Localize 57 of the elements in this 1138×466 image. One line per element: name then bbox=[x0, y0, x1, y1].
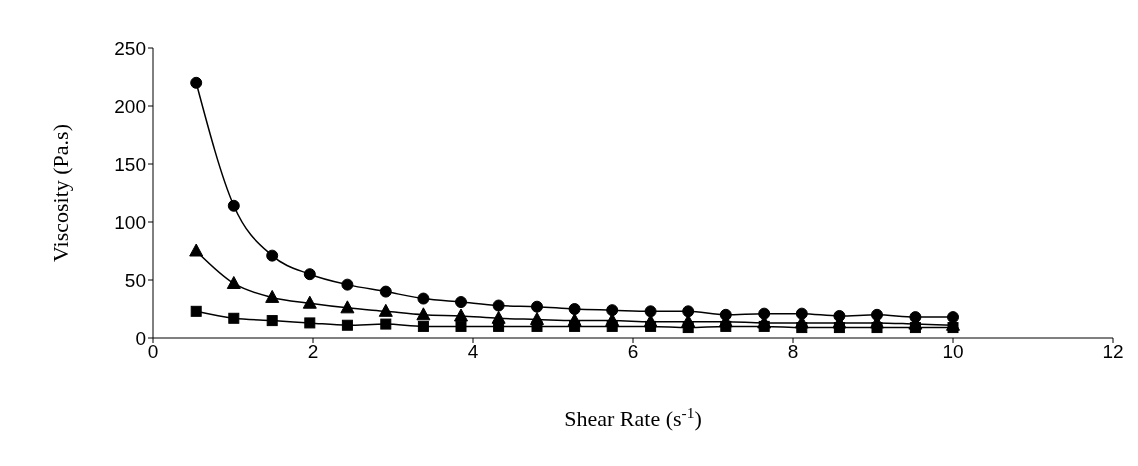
y-axis-title: Viscosity (Pa.s) bbox=[48, 123, 73, 263]
x-tick-label: 8 bbox=[787, 341, 799, 363]
point bbox=[417, 320, 429, 332]
point bbox=[380, 318, 392, 330]
x-tick-label: 10 bbox=[942, 341, 964, 363]
point bbox=[606, 320, 618, 332]
point bbox=[682, 305, 695, 318]
point bbox=[531, 300, 543, 313]
point bbox=[758, 320, 770, 332]
point bbox=[265, 289, 280, 303]
point bbox=[379, 285, 392, 298]
point bbox=[606, 304, 619, 317]
point bbox=[378, 303, 393, 317]
point bbox=[568, 303, 581, 315]
point bbox=[417, 292, 430, 305]
point bbox=[266, 315, 278, 327]
point bbox=[190, 305, 202, 317]
point bbox=[455, 320, 467, 332]
point bbox=[947, 322, 959, 334]
point bbox=[266, 249, 279, 262]
point bbox=[227, 199, 240, 212]
point bbox=[302, 295, 317, 309]
x-axis-title: Shear Rate (s$^{-1}$) bbox=[564, 403, 702, 431]
y-tick-label: 200 bbox=[114, 95, 146, 117]
point bbox=[189, 243, 204, 257]
point bbox=[190, 76, 203, 89]
x-tick-label: 4 bbox=[467, 341, 479, 363]
point bbox=[493, 320, 505, 332]
x-tick-label: 12 bbox=[1102, 341, 1124, 363]
point bbox=[341, 319, 353, 331]
point bbox=[341, 278, 354, 291]
x-tick-label: 6 bbox=[627, 341, 639, 363]
point bbox=[909, 322, 921, 334]
point bbox=[569, 320, 581, 332]
point bbox=[226, 275, 241, 289]
y-tick-label: 50 bbox=[124, 269, 146, 291]
point bbox=[228, 312, 240, 324]
point bbox=[833, 322, 845, 334]
point bbox=[492, 299, 505, 312]
point bbox=[871, 322, 883, 334]
point bbox=[340, 300, 355, 314]
y-tick-label: 250 bbox=[114, 37, 146, 59]
y-tick-label: 0 bbox=[135, 327, 146, 349]
point bbox=[796, 322, 808, 334]
y-tick-label: 150 bbox=[114, 153, 146, 175]
y-tick-label: 100 bbox=[114, 211, 146, 233]
point bbox=[720, 320, 732, 332]
x-tick-label: 2 bbox=[307, 341, 319, 363]
point bbox=[531, 320, 543, 332]
point bbox=[455, 296, 467, 309]
point bbox=[304, 317, 316, 329]
point bbox=[644, 305, 657, 318]
point bbox=[454, 308, 468, 322]
point bbox=[416, 307, 431, 321]
point bbox=[645, 320, 657, 332]
point bbox=[303, 268, 316, 281]
point bbox=[682, 322, 694, 334]
